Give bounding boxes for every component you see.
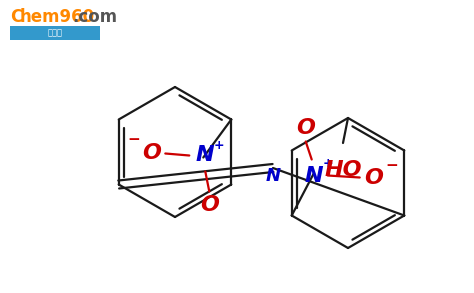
Text: O: O bbox=[296, 117, 315, 137]
Text: hem960: hem960 bbox=[20, 8, 95, 26]
Text: N: N bbox=[265, 167, 281, 185]
Text: N: N bbox=[304, 166, 323, 185]
Text: −: − bbox=[385, 158, 398, 173]
Text: −: − bbox=[127, 132, 140, 147]
Text: C: C bbox=[10, 8, 22, 26]
Text: N: N bbox=[196, 146, 215, 166]
Text: .com: .com bbox=[72, 8, 117, 26]
Text: O: O bbox=[200, 195, 219, 215]
Text: +: + bbox=[214, 139, 225, 152]
Text: +: + bbox=[322, 157, 333, 170]
Text: O: O bbox=[365, 168, 383, 188]
FancyBboxPatch shape bbox=[10, 26, 100, 40]
Text: HO: HO bbox=[324, 160, 362, 180]
Text: 化工网: 化工网 bbox=[47, 28, 63, 38]
Text: O: O bbox=[142, 144, 161, 163]
